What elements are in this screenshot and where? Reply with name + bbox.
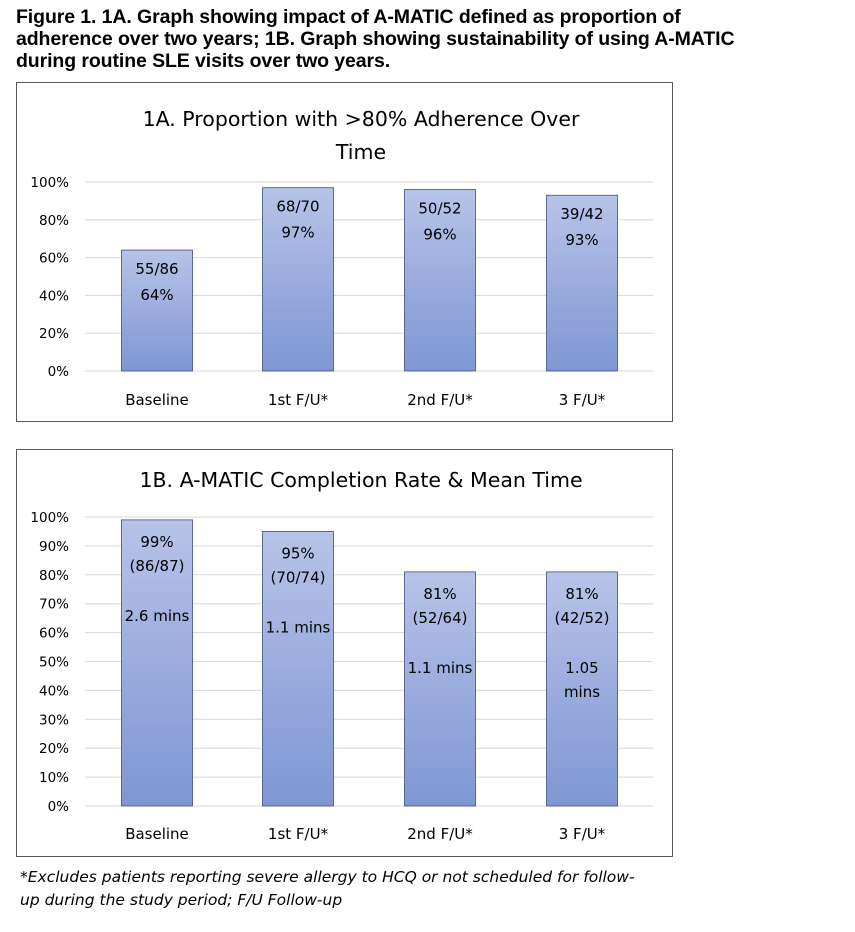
b-time-label: 2.6 mins	[125, 607, 190, 625]
b-data-label: 95%	[281, 544, 314, 562]
b-time-label: 1.05	[565, 659, 598, 677]
b-data-label: (52/64)	[413, 609, 468, 627]
b-y-tick-label: 0%	[48, 799, 70, 815]
b-y-tick-label: 60%	[39, 626, 69, 642]
a-bar	[121, 249, 193, 372]
b-y-tick-label: 80%	[39, 568, 69, 584]
a-data-label: 68/70	[276, 198, 319, 216]
a-title: 1A. Proportion with >80% Adherence Over	[143, 107, 580, 131]
chart-1b-panel: 1B. A-MATIC Completion Rate & Mean Time 0…	[16, 449, 673, 857]
b-data-label: (42/52)	[555, 609, 610, 627]
figure-title-line: during routine SLE visits over two years…	[16, 50, 391, 72]
a-y-tick-label: 40%	[39, 288, 69, 304]
b-y-tick-label: 100%	[30, 510, 69, 526]
b-y-tick-label: 70%	[39, 597, 69, 613]
a-data-label: 39/42	[560, 205, 603, 223]
b-title: 1B. A-MATIC Completion Rate & Mean Time	[139, 468, 582, 492]
chart-1b: 1B. A-MATIC Completion Rate & Mean Time 0…	[30, 468, 653, 843]
b-data-label: 81%	[423, 585, 456, 603]
b-data-label: (86/87)	[130, 557, 185, 575]
footnote-line: up during the study period; F/U Follow-u…	[20, 891, 343, 909]
a-data-label: 93%	[565, 231, 598, 249]
figure-title: Figure 1. 1A. Graph showing impact of A-…	[16, 6, 846, 72]
chart-1a: 1A. Proportion with >80% Adherence Over T…	[30, 107, 653, 409]
a-title: Time	[335, 140, 386, 164]
a-y-tick-label: 60%	[39, 251, 69, 267]
b-y-tick-label: 50%	[39, 655, 69, 671]
b-data-label: 99%	[140, 533, 173, 551]
a-y-tick-label: 20%	[39, 326, 69, 342]
a-data-label: 97%	[281, 224, 314, 242]
a-bar	[404, 189, 476, 372]
b-bar	[546, 571, 618, 807]
b-time-label: 1.1 mins	[408, 659, 473, 677]
chart-1a-panel: 1A. Proportion with >80% Adherence Over T…	[16, 82, 673, 422]
b-category-label: Baseline	[125, 825, 189, 843]
a-y-tick-label: 0%	[48, 364, 70, 380]
a-category-label: Baseline	[125, 391, 189, 409]
a-data-label: 55/86	[135, 260, 178, 278]
b-y-tick-label: 20%	[39, 741, 69, 757]
a-category-label: 2nd F/U*	[407, 391, 473, 409]
a-category-label: 1st F/U*	[268, 391, 329, 409]
a-y-tick-label: 100%	[30, 175, 69, 191]
b-data-label: 81%	[565, 585, 598, 603]
a-data-label: 64%	[140, 286, 173, 304]
b-y-tick-label: 10%	[39, 770, 69, 786]
footnote-line: *Excludes patients reporting severe alle…	[20, 868, 635, 886]
b-y-tick-label: 30%	[39, 712, 69, 728]
b-time-label: mins	[564, 683, 600, 701]
b-bar	[404, 571, 476, 807]
b-category-label: 2nd F/U*	[407, 825, 473, 843]
b-category-label: 3 F/U*	[559, 825, 606, 843]
b-bar	[262, 531, 334, 807]
a-bar	[546, 194, 618, 372]
figure-title-line: adherence over two years; 1B. Graph show…	[16, 28, 735, 50]
a-y-tick-label: 80%	[39, 213, 69, 229]
a-category-label: 3 F/U*	[559, 391, 606, 409]
footnote: *Excludes patients reporting severe alle…	[20, 866, 680, 912]
b-time-label: 1.1 mins	[266, 618, 331, 636]
a-data-label: 50/52	[418, 200, 461, 218]
b-data-label: (70/74)	[271, 568, 326, 586]
b-y-tick-label: 90%	[39, 539, 69, 555]
a-data-label: 96%	[423, 226, 456, 244]
b-category-label: 1st F/U*	[268, 825, 329, 843]
a-bar	[262, 187, 334, 372]
figure-title-line: Figure 1. 1A. Graph showing impact of A-…	[16, 6, 681, 28]
b-bar	[121, 519, 193, 807]
b-y-tick-label: 40%	[39, 683, 69, 699]
